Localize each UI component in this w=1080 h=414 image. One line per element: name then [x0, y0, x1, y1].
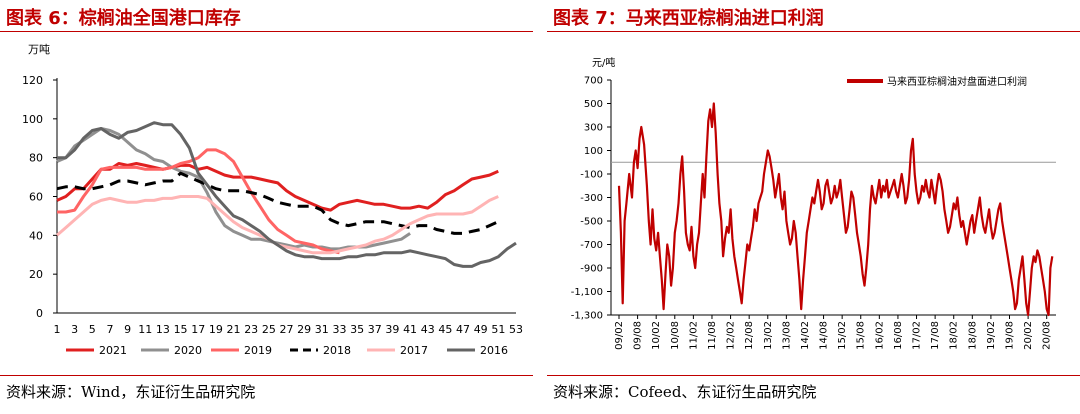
- x-tick-label: 17/08: [930, 321, 941, 350]
- legend-label-2017: 2017: [400, 344, 428, 357]
- y-tick-label: 500: [584, 99, 603, 110]
- x-tick-label: 10/08: [670, 321, 681, 350]
- y-tick-label: 100: [584, 146, 603, 157]
- legend-label-2016: 2016: [480, 344, 508, 357]
- x-tick-label: 14/08: [819, 321, 830, 350]
- x-tick-label: 45: [438, 323, 452, 336]
- x-tick-label: 37: [368, 323, 382, 336]
- y-tick-label: -500: [580, 217, 603, 228]
- x-tick-label: 43: [421, 323, 435, 336]
- legend-label-import-profit: 马来西亚棕榈油对盘面进口利润: [887, 75, 1027, 88]
- x-tick-label: 13/08: [781, 321, 792, 350]
- series-line-2021: [56, 162, 499, 212]
- source-note: 资料来源：Cofeed、东证衍生品研究院: [553, 383, 817, 401]
- x-tick-label: 20/02: [1023, 321, 1034, 350]
- x-tick-label: 19/02: [986, 321, 997, 350]
- source-divider: [0, 375, 533, 376]
- x-tick-label: 15/02: [837, 321, 848, 350]
- x-tick-label: 27: [280, 323, 294, 336]
- y-tick-label: -100: [580, 170, 603, 181]
- x-tick-label: 11/02: [688, 321, 699, 350]
- y-tick-label: 300: [584, 123, 603, 134]
- chart-title: 图表 7：马来西亚棕榈油进口利润: [553, 8, 824, 29]
- legend-label-2018: 2018: [323, 344, 351, 357]
- x-tick-label: 16/08: [893, 321, 904, 350]
- x-tick-label: 12/08: [744, 321, 755, 350]
- title-divider: [547, 31, 1080, 32]
- x-tick-label: 21: [227, 323, 241, 336]
- x-tick-label: 19/08: [1005, 321, 1016, 350]
- y-tick-label: 20: [29, 268, 43, 281]
- x-tick-label: 53: [509, 323, 523, 336]
- x-tick-label: 41: [403, 323, 417, 336]
- x-tick-label: 7: [106, 323, 113, 336]
- title-divider: [0, 31, 533, 32]
- x-tick-label: 33: [332, 323, 346, 336]
- y-tick-label: -1,300: [571, 311, 603, 322]
- x-tick-label: 12/02: [726, 321, 737, 350]
- x-tick-label: 09/08: [633, 321, 644, 350]
- x-tick-label: 13/02: [763, 321, 774, 350]
- y-tick-label: -1,100: [571, 287, 603, 298]
- x-tick-label: 15: [174, 323, 188, 336]
- y-tick-label: 40: [29, 229, 43, 242]
- y-tick-label: 80: [29, 152, 43, 165]
- chart-title: 图表 6：棕榈油全国港口库存: [6, 8, 241, 29]
- y-tick-label: 0: [36, 307, 43, 320]
- x-tick-label: 15/08: [856, 321, 867, 350]
- x-tick-label: 25: [262, 323, 276, 336]
- x-tick-label: 20/08: [1042, 321, 1053, 350]
- x-tick-label: 19: [209, 323, 223, 336]
- x-tick-label: 51: [491, 323, 505, 336]
- chart-panel-port-inventory: 图表 6：棕榈油全国港口库存 万吨 0 20 40 60 80 100 120 1 3 5 7 9 11 1…: [0, 0, 533, 414]
- y-tick-label: 120: [22, 74, 43, 87]
- legend-label-2021: 2021: [99, 344, 127, 357]
- x-tick-label: 13: [156, 323, 170, 336]
- y-tick-label: 100: [22, 113, 43, 126]
- x-tick-label: 17/02: [912, 321, 923, 350]
- x-tick-label: 18/02: [949, 321, 960, 350]
- x-tick-label: 47: [456, 323, 470, 336]
- x-tick-label: 39: [385, 323, 399, 336]
- chart-panel-import-profit: 图表 7：马来西亚棕榈油进口利润 元/吨 -1,300 -1,100 -900 -700…: [547, 0, 1080, 414]
- x-tick-label: 14/02: [800, 321, 811, 350]
- x-tick-label: 11: [138, 323, 152, 336]
- x-tick-label: 9: [124, 323, 131, 336]
- x-tick-label: 11/08: [707, 321, 718, 350]
- x-tick-label: 1: [54, 323, 61, 336]
- y-tick-label: 700: [584, 76, 603, 87]
- series-line-2019: [57, 148, 340, 255]
- x-tick-label: 09/02: [614, 321, 625, 350]
- x-tick-label: 18/08: [967, 321, 978, 350]
- x-tick-label: 35: [350, 323, 364, 336]
- x-tick-label: 10/02: [651, 321, 662, 350]
- y-tick-label: -900: [580, 264, 603, 275]
- y-axis-label: 万吨: [28, 43, 50, 56]
- x-tick-label: 31: [315, 323, 329, 336]
- x-tick-label: 17: [191, 323, 205, 336]
- y-tick-label: 60: [29, 191, 43, 204]
- y-axis-label: 元/吨: [592, 56, 615, 69]
- series-line-2016: [57, 121, 517, 268]
- x-tick-label: 23: [244, 323, 258, 336]
- y-tick-label: -300: [580, 193, 603, 204]
- x-tick-label: 5: [89, 323, 96, 336]
- y-tick-label: -700: [580, 240, 603, 251]
- legend-label-2019: 2019: [244, 344, 272, 357]
- x-tick-label: 16/02: [874, 321, 885, 350]
- series-line-2018: [56, 171, 499, 235]
- legend-label-2020: 2020: [174, 344, 202, 357]
- source-note: 资料来源：Wind，东证衍生品研究院: [6, 383, 256, 401]
- x-tick-label: 49: [474, 323, 488, 336]
- x-tick-label: 3: [71, 323, 78, 336]
- series-line-import-profit: [617, 102, 1054, 317]
- import-profit-line-chart: 元/吨 -1,300 -1,100 -900 -700 -500 -300 -100 100 30…: [571, 56, 1056, 350]
- series-line-2020: [56, 127, 411, 251]
- source-divider: [547, 375, 1080, 376]
- x-tick-label: 29: [297, 323, 311, 336]
